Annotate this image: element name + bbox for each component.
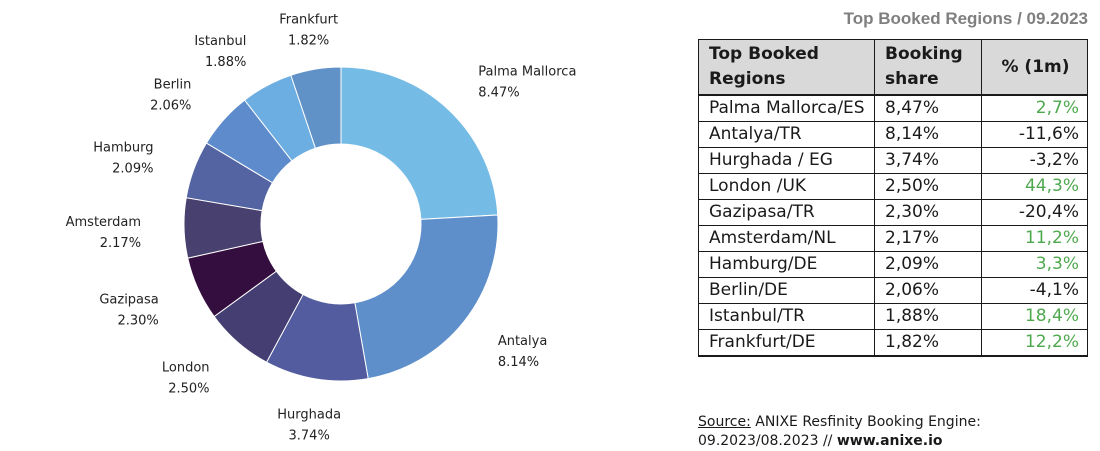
slice-value: 2.06% <box>150 98 191 113</box>
slice-value: 1.82% <box>288 34 329 49</box>
region-cell: London /UK <box>698 173 875 200</box>
slice-value: 8.14% <box>498 355 539 370</box>
slice-antalya <box>354 214 499 380</box>
slice-value: 2.50% <box>168 382 209 397</box>
slice-label: Istanbul 1.88% <box>194 34 246 70</box>
slice-value: 8.47% <box>478 86 519 101</box>
table-row: Hamburg/DE 2,09% 3,3% <box>698 251 1088 278</box>
table-title: Top Booked Regions / 09.2023 <box>843 9 1088 28</box>
slice-name: Hamburg <box>93 140 153 155</box>
table-header-row: Top Booked Regions Booking share % (1m) <box>698 39 1088 96</box>
source-note: Source: ANIXE Resfinity Booking Engine: … <box>698 413 981 451</box>
change-cell: 44,3% <box>981 173 1088 200</box>
share-cell: 2,17% <box>874 225 982 252</box>
share-cell: 1,82% <box>874 329 982 357</box>
slice-label: Hurghada 3.74% <box>277 407 341 443</box>
region-cell: Amsterdam/NL <box>698 225 875 252</box>
header-regions: Top Booked Regions <box>698 39 875 96</box>
slice-value: 2.17% <box>100 236 141 251</box>
slice-name: Antalya <box>498 334 547 349</box>
slice-value: 2.30% <box>117 313 158 328</box>
change-cell: -3,2% <box>981 147 1088 174</box>
slice-name: Berlin <box>154 77 192 92</box>
table-row: Gazipasa/TR 2,30% -20,4% <box>698 199 1088 226</box>
slice-name: Frankfurt <box>279 13 338 28</box>
source-label: Source: <box>698 414 751 430</box>
change-cell: 2,7% <box>981 95 1088 122</box>
slice-value: 1.88% <box>205 55 246 70</box>
table-row: Antalya/TR 8,14% -11,6% <box>698 121 1088 148</box>
region-cell: Palma Mallorca/ES <box>698 95 875 122</box>
share-cell: 3,74% <box>874 147 982 174</box>
slice-name: London <box>162 361 210 376</box>
slice-value: 2.09% <box>112 161 153 176</box>
header-booking-share: Booking share <box>874 39 982 96</box>
share-cell: 1,88% <box>874 303 982 330</box>
region-cell: Gazipasa/TR <box>698 199 875 226</box>
slice-label: Hamburg 2.09% <box>93 140 153 176</box>
slice-name: Istanbul <box>194 34 246 49</box>
change-cell: 12,2% <box>981 329 1088 357</box>
region-cell: Antalya/TR <box>698 121 875 148</box>
slice-name: Amsterdam <box>66 215 141 230</box>
region-cell: Berlin/DE <box>698 277 875 304</box>
regions-table: Top Booked Regions Booking share % (1m) … <box>698 39 1088 357</box>
source-text: ANIXE Resfinity Booking Engine: <box>750 414 981 430</box>
region-cell: Istanbul/TR <box>698 303 875 330</box>
change-cell: 3,3% <box>981 251 1088 278</box>
slice-palma-mallorca <box>340 66 499 220</box>
region-cell: Hamburg/DE <box>698 251 875 278</box>
change-cell: -4,1% <box>981 277 1088 304</box>
source-url: www.anixe.io <box>836 433 943 449</box>
donut-chart: Palma Mallorca 8.47% Antalya 8.14% Hurghada 3… <box>66 13 577 444</box>
slice-label: Antalya 8.14% <box>498 334 547 370</box>
table-row: Amsterdam/NL 2,17% 11,2% <box>698 225 1088 252</box>
change-cell: -20,4% <box>981 199 1088 226</box>
change-cell: 18,4% <box>981 303 1088 330</box>
donut-labels: Palma Mallorca 8.47% Antalya 8.14% Hurghada 3… <box>66 13 577 444</box>
slice-name: Palma Mallorca <box>478 65 576 80</box>
share-cell: 2,09% <box>874 251 982 278</box>
slice-value: 3.74% <box>289 428 330 443</box>
slice-label: Berlin 2.06% <box>150 77 191 113</box>
slice-label: Amsterdam 2.17% <box>66 215 141 251</box>
share-cell: 8,47% <box>874 95 982 122</box>
table-row: Berlin/DE 2,06% -4,1% <box>698 277 1088 304</box>
slice-label: Palma Mallorca 8.47% <box>478 65 576 101</box>
table-body: Palma Mallorca/ES 8,47% 2,7% Antalya/TR 8,14… <box>698 95 1088 357</box>
region-cell: Hurghada / EG <box>698 147 875 174</box>
slice-name: Gazipasa <box>99 292 158 307</box>
region-cell: Frankfurt/DE <box>698 329 875 357</box>
donut-slices <box>183 66 499 382</box>
table-row: Hurghada / EG 3,74% -3,2% <box>698 147 1088 174</box>
table-row: Palma Mallorca/ES 8,47% 2,7% <box>698 95 1088 122</box>
slice-label: Frankfurt 1.82% <box>279 13 338 49</box>
share-cell: 2,06% <box>874 277 982 304</box>
table-row: Istanbul/TR 1,88% 18,4% <box>698 303 1088 330</box>
table-row: Frankfurt/DE 1,82% 12,2% <box>698 329 1088 357</box>
share-cell: 2,30% <box>874 199 982 226</box>
slice-label: Gazipasa 2.30% <box>99 292 158 328</box>
share-cell: 8,14% <box>874 121 982 148</box>
change-cell: -11,6% <box>981 121 1088 148</box>
table-row: London /UK 2,50% 44,3% <box>698 173 1088 200</box>
header-change: % (1m) <box>981 39 1088 96</box>
slice-frankfurt <box>290 66 342 149</box>
share-cell: 2,50% <box>874 173 982 200</box>
change-cell: 11,2% <box>981 225 1088 252</box>
source-period: 09.2023/08.2023 // <box>698 433 837 449</box>
slice-name: Hurghada <box>277 407 341 422</box>
slice-label: London 2.50% <box>162 361 210 397</box>
